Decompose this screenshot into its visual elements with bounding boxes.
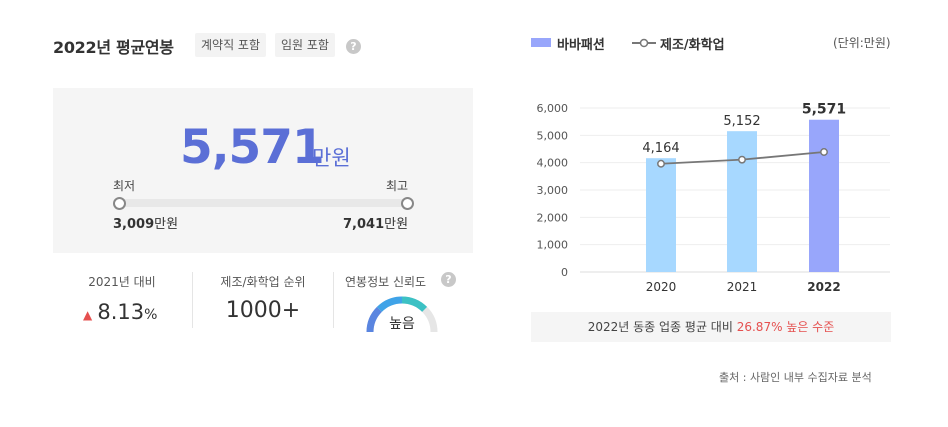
contract-included-tag: 계약직 포함 bbox=[195, 33, 267, 57]
reliability-value: 높음 bbox=[389, 316, 415, 332]
industry-comparison: 2022년 동종 업종 평균 대비 26.87% 높은 수준 bbox=[531, 312, 891, 342]
y-axis-ticks: 0 1,000 2,000 3,000 4,000 5,000 6,000 bbox=[537, 102, 569, 279]
max-label: 최고 bbox=[386, 179, 409, 193]
y-tick-label: 5,000 bbox=[537, 129, 569, 142]
salary-chart: 0 1,000 2,000 3,000 4,000 5,000 6,000 4,164 5,1… bbox=[537, 102, 890, 294]
legend-line-label: 제조/화학업 bbox=[660, 38, 725, 53]
x-tick-label: 2021 bbox=[727, 280, 758, 294]
reliability-gauge bbox=[366, 296, 438, 333]
max-salary-unit: 만원 bbox=[384, 217, 409, 232]
average-salary-unit: 만원 bbox=[312, 146, 351, 170]
min-label: 최저 bbox=[113, 179, 136, 193]
stat-divider bbox=[192, 272, 193, 328]
x-axis-ticks: 2020 2021 2022 bbox=[646, 280, 841, 294]
industry-line-point bbox=[657, 159, 665, 168]
industry-line bbox=[657, 148, 828, 168]
legend-bar-swatch bbox=[531, 38, 551, 47]
bar-data-label: 4,164 bbox=[642, 141, 679, 156]
stat-divider bbox=[333, 272, 334, 328]
min-salary-value: 3,009 bbox=[113, 217, 155, 232]
gauge-segment-mid bbox=[376, 296, 403, 313]
industry-line-point bbox=[820, 148, 828, 156]
max-salary-value: 7,041 bbox=[343, 217, 385, 232]
executive-included-tag: 임원 포함 bbox=[275, 33, 335, 57]
range-min-handle bbox=[113, 197, 126, 210]
industry-line-point bbox=[738, 155, 746, 164]
yoy-value: 8.13 bbox=[97, 300, 145, 324]
legend-bar-label: 바바패션 bbox=[557, 38, 605, 53]
yoy-stat: ▲ 8.13% bbox=[83, 300, 157, 324]
bar bbox=[727, 131, 757, 272]
data-source: 출처 : 사람인 내부 수집자료 분석 bbox=[719, 371, 872, 384]
question-icon[interactable]: ? bbox=[441, 272, 456, 287]
bar bbox=[809, 119, 839, 272]
average-salary-value: 5,571 bbox=[180, 120, 325, 175]
y-tick-label: 2,000 bbox=[537, 211, 569, 224]
salary-summary-box bbox=[53, 88, 473, 253]
gauge-segment-low bbox=[366, 306, 383, 333]
yoy-unit: % bbox=[144, 307, 158, 323]
bar-data-label: 5,571 bbox=[802, 102, 846, 118]
min-salary: 3,009만원 bbox=[113, 213, 178, 232]
max-salary: 7,041만원 bbox=[343, 213, 408, 232]
y-tick-label: 1,000 bbox=[537, 239, 569, 252]
question-icon[interactable]: ? bbox=[346, 39, 361, 54]
gauge-segment-high bbox=[401, 296, 428, 313]
reliability-label: 연봉정보 신뢰도 bbox=[345, 275, 427, 289]
chart-bars bbox=[646, 119, 839, 272]
comparison-highlight: 26.87% 높은 수준 bbox=[736, 320, 835, 334]
unit-note: (단위:만원) bbox=[833, 36, 891, 50]
chart-data-labels: 4,164 5,152 5,571 bbox=[642, 102, 846, 156]
salary-range-track bbox=[118, 199, 409, 207]
range-max-handle bbox=[401, 197, 414, 210]
arrow-up-icon: ▲ bbox=[83, 308, 93, 322]
x-tick-label: 2022 bbox=[807, 280, 840, 294]
yoy-label: 2021년 대비 bbox=[88, 275, 156, 289]
rank-label: 제조/화학업 순위 bbox=[220, 275, 306, 289]
comparison-text: 2022년 동종 업종 평균 대비 bbox=[587, 320, 733, 334]
y-tick-label: 4,000 bbox=[537, 157, 569, 170]
bar bbox=[646, 158, 676, 272]
legend-line-swatch bbox=[632, 38, 656, 48]
y-tick-label: 3,000 bbox=[537, 184, 569, 197]
y-tick-label: 6,000 bbox=[537, 102, 569, 115]
y-tick-label: 0 bbox=[561, 266, 568, 279]
min-salary-unit: 만원 bbox=[154, 217, 179, 232]
bar-data-label: 5,152 bbox=[723, 114, 760, 129]
page-title: 2022년 평균연봉 bbox=[53, 38, 174, 57]
rank-value: 1000+ bbox=[225, 298, 301, 323]
x-tick-label: 2020 bbox=[646, 280, 677, 294]
